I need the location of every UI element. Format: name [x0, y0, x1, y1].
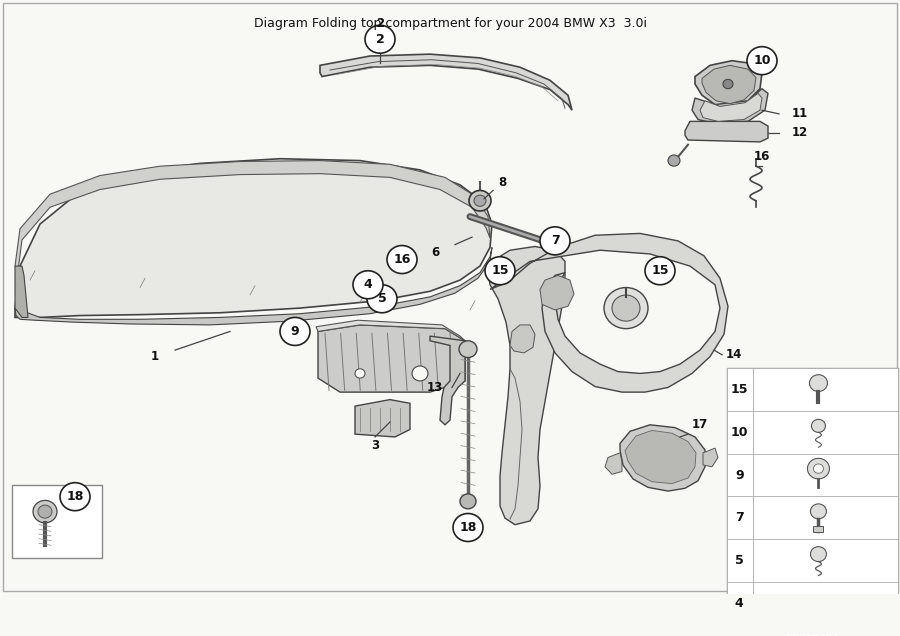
Circle shape: [453, 513, 483, 541]
Circle shape: [540, 227, 570, 255]
Polygon shape: [316, 321, 465, 341]
Polygon shape: [430, 336, 465, 425]
Polygon shape: [15, 159, 492, 317]
Circle shape: [365, 25, 395, 53]
FancyBboxPatch shape: [727, 497, 898, 539]
Text: 17: 17: [692, 418, 708, 431]
Text: 2: 2: [375, 32, 384, 46]
Text: 9: 9: [291, 325, 300, 338]
Circle shape: [459, 341, 477, 357]
Text: 18: 18: [459, 521, 477, 534]
Circle shape: [612, 295, 640, 321]
Text: 15: 15: [731, 383, 748, 396]
Polygon shape: [15, 266, 28, 317]
Polygon shape: [702, 66, 756, 104]
Circle shape: [355, 369, 365, 378]
Text: 2: 2: [376, 17, 384, 30]
Circle shape: [485, 257, 515, 285]
Polygon shape: [808, 598, 826, 616]
Text: 1: 1: [151, 350, 159, 363]
Circle shape: [60, 483, 90, 511]
Circle shape: [807, 459, 830, 479]
Text: 15: 15: [652, 264, 669, 277]
FancyBboxPatch shape: [727, 625, 898, 636]
Text: 10: 10: [731, 425, 748, 439]
Text: 4: 4: [364, 279, 373, 291]
Circle shape: [367, 285, 397, 313]
FancyBboxPatch shape: [727, 582, 898, 625]
Circle shape: [33, 501, 57, 523]
Circle shape: [668, 155, 680, 166]
Polygon shape: [15, 247, 492, 325]
Text: 7: 7: [734, 511, 743, 524]
Polygon shape: [703, 448, 718, 467]
Circle shape: [747, 46, 777, 74]
Text: 3: 3: [371, 439, 379, 452]
Text: 11: 11: [792, 107, 808, 120]
FancyBboxPatch shape: [727, 368, 898, 625]
Text: 6: 6: [431, 245, 439, 259]
Circle shape: [723, 80, 733, 88]
Circle shape: [809, 375, 827, 392]
FancyBboxPatch shape: [727, 539, 898, 582]
Polygon shape: [695, 60, 762, 107]
Polygon shape: [700, 93, 762, 121]
FancyBboxPatch shape: [727, 453, 898, 497]
FancyBboxPatch shape: [814, 527, 824, 532]
Polygon shape: [15, 160, 490, 271]
Text: 15: 15: [491, 264, 508, 277]
Circle shape: [353, 271, 383, 299]
Circle shape: [812, 419, 825, 432]
Text: 14: 14: [725, 349, 742, 361]
Circle shape: [810, 504, 826, 519]
Text: 9: 9: [735, 469, 743, 481]
Circle shape: [387, 245, 417, 273]
Text: 12: 12: [792, 126, 808, 139]
Polygon shape: [605, 453, 622, 474]
Text: 16: 16: [393, 253, 410, 266]
Text: 7: 7: [551, 235, 560, 247]
FancyBboxPatch shape: [727, 368, 898, 411]
Text: 8: 8: [498, 176, 506, 188]
FancyBboxPatch shape: [727, 411, 898, 453]
Polygon shape: [355, 399, 410, 437]
Polygon shape: [318, 325, 465, 392]
Polygon shape: [625, 431, 696, 483]
Polygon shape: [490, 233, 728, 392]
Text: 00312484: 00312484: [787, 634, 839, 636]
Circle shape: [604, 287, 648, 329]
Polygon shape: [685, 121, 768, 142]
Circle shape: [474, 195, 486, 206]
FancyBboxPatch shape: [3, 3, 897, 591]
Text: 4: 4: [734, 597, 743, 610]
Text: Diagram Folding top compartment for your 2004 BMW X3  3.0i: Diagram Folding top compartment for your…: [254, 17, 646, 30]
Circle shape: [412, 366, 428, 381]
Polygon shape: [692, 88, 768, 124]
Text: 5: 5: [734, 554, 743, 567]
Circle shape: [460, 494, 476, 509]
Text: 10: 10: [753, 54, 770, 67]
Polygon shape: [540, 275, 574, 310]
Circle shape: [814, 464, 824, 473]
Polygon shape: [488, 247, 565, 525]
Polygon shape: [510, 325, 535, 353]
Circle shape: [645, 257, 675, 285]
Text: 5: 5: [378, 293, 386, 305]
Polygon shape: [620, 425, 705, 491]
Text: 13: 13: [427, 381, 443, 394]
FancyBboxPatch shape: [12, 485, 102, 558]
Circle shape: [38, 505, 52, 518]
Text: 18: 18: [67, 490, 84, 503]
Circle shape: [469, 190, 491, 211]
Circle shape: [280, 317, 310, 345]
Circle shape: [810, 547, 826, 562]
Polygon shape: [320, 54, 572, 110]
Text: 16: 16: [754, 150, 770, 163]
